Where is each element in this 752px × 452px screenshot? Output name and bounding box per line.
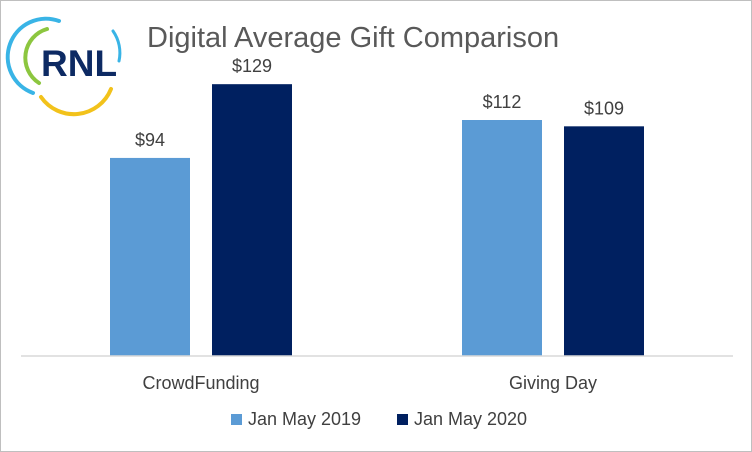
data-label: $112	[483, 92, 522, 112]
category-label: CrowdFunding	[142, 373, 259, 393]
data-label: $109	[584, 98, 624, 118]
data-label: $94	[135, 130, 165, 150]
bar-crowdfunding-series-1	[110, 157, 190, 356]
logo-rings-icon	[5, 16, 122, 117]
legend-label: Jan May 2020	[414, 409, 527, 429]
legend: Jan May 2019 Jan May 2020	[231, 409, 527, 429]
data-labels-group: $94 $129 $112 $109	[135, 56, 624, 150]
category-labels-group: CrowdFunding Giving Day	[142, 373, 597, 393]
logo-text: RNL	[41, 43, 117, 84]
bars-group	[110, 84, 644, 356]
bar-crowdfunding-series-2	[212, 84, 292, 356]
rnl-logo: RNL	[5, 16, 122, 117]
legend-label: Jan May 2019	[248, 409, 361, 429]
legend-swatch	[231, 414, 242, 425]
category-label: Giving Day	[509, 373, 597, 393]
data-label: $129	[232, 56, 272, 76]
chart-title: Digital Average Gift Comparison	[147, 22, 559, 54]
bar-giving-day-series-1	[462, 120, 542, 356]
legend-swatch	[397, 414, 408, 425]
bar-giving-day-series-2	[564, 126, 644, 356]
